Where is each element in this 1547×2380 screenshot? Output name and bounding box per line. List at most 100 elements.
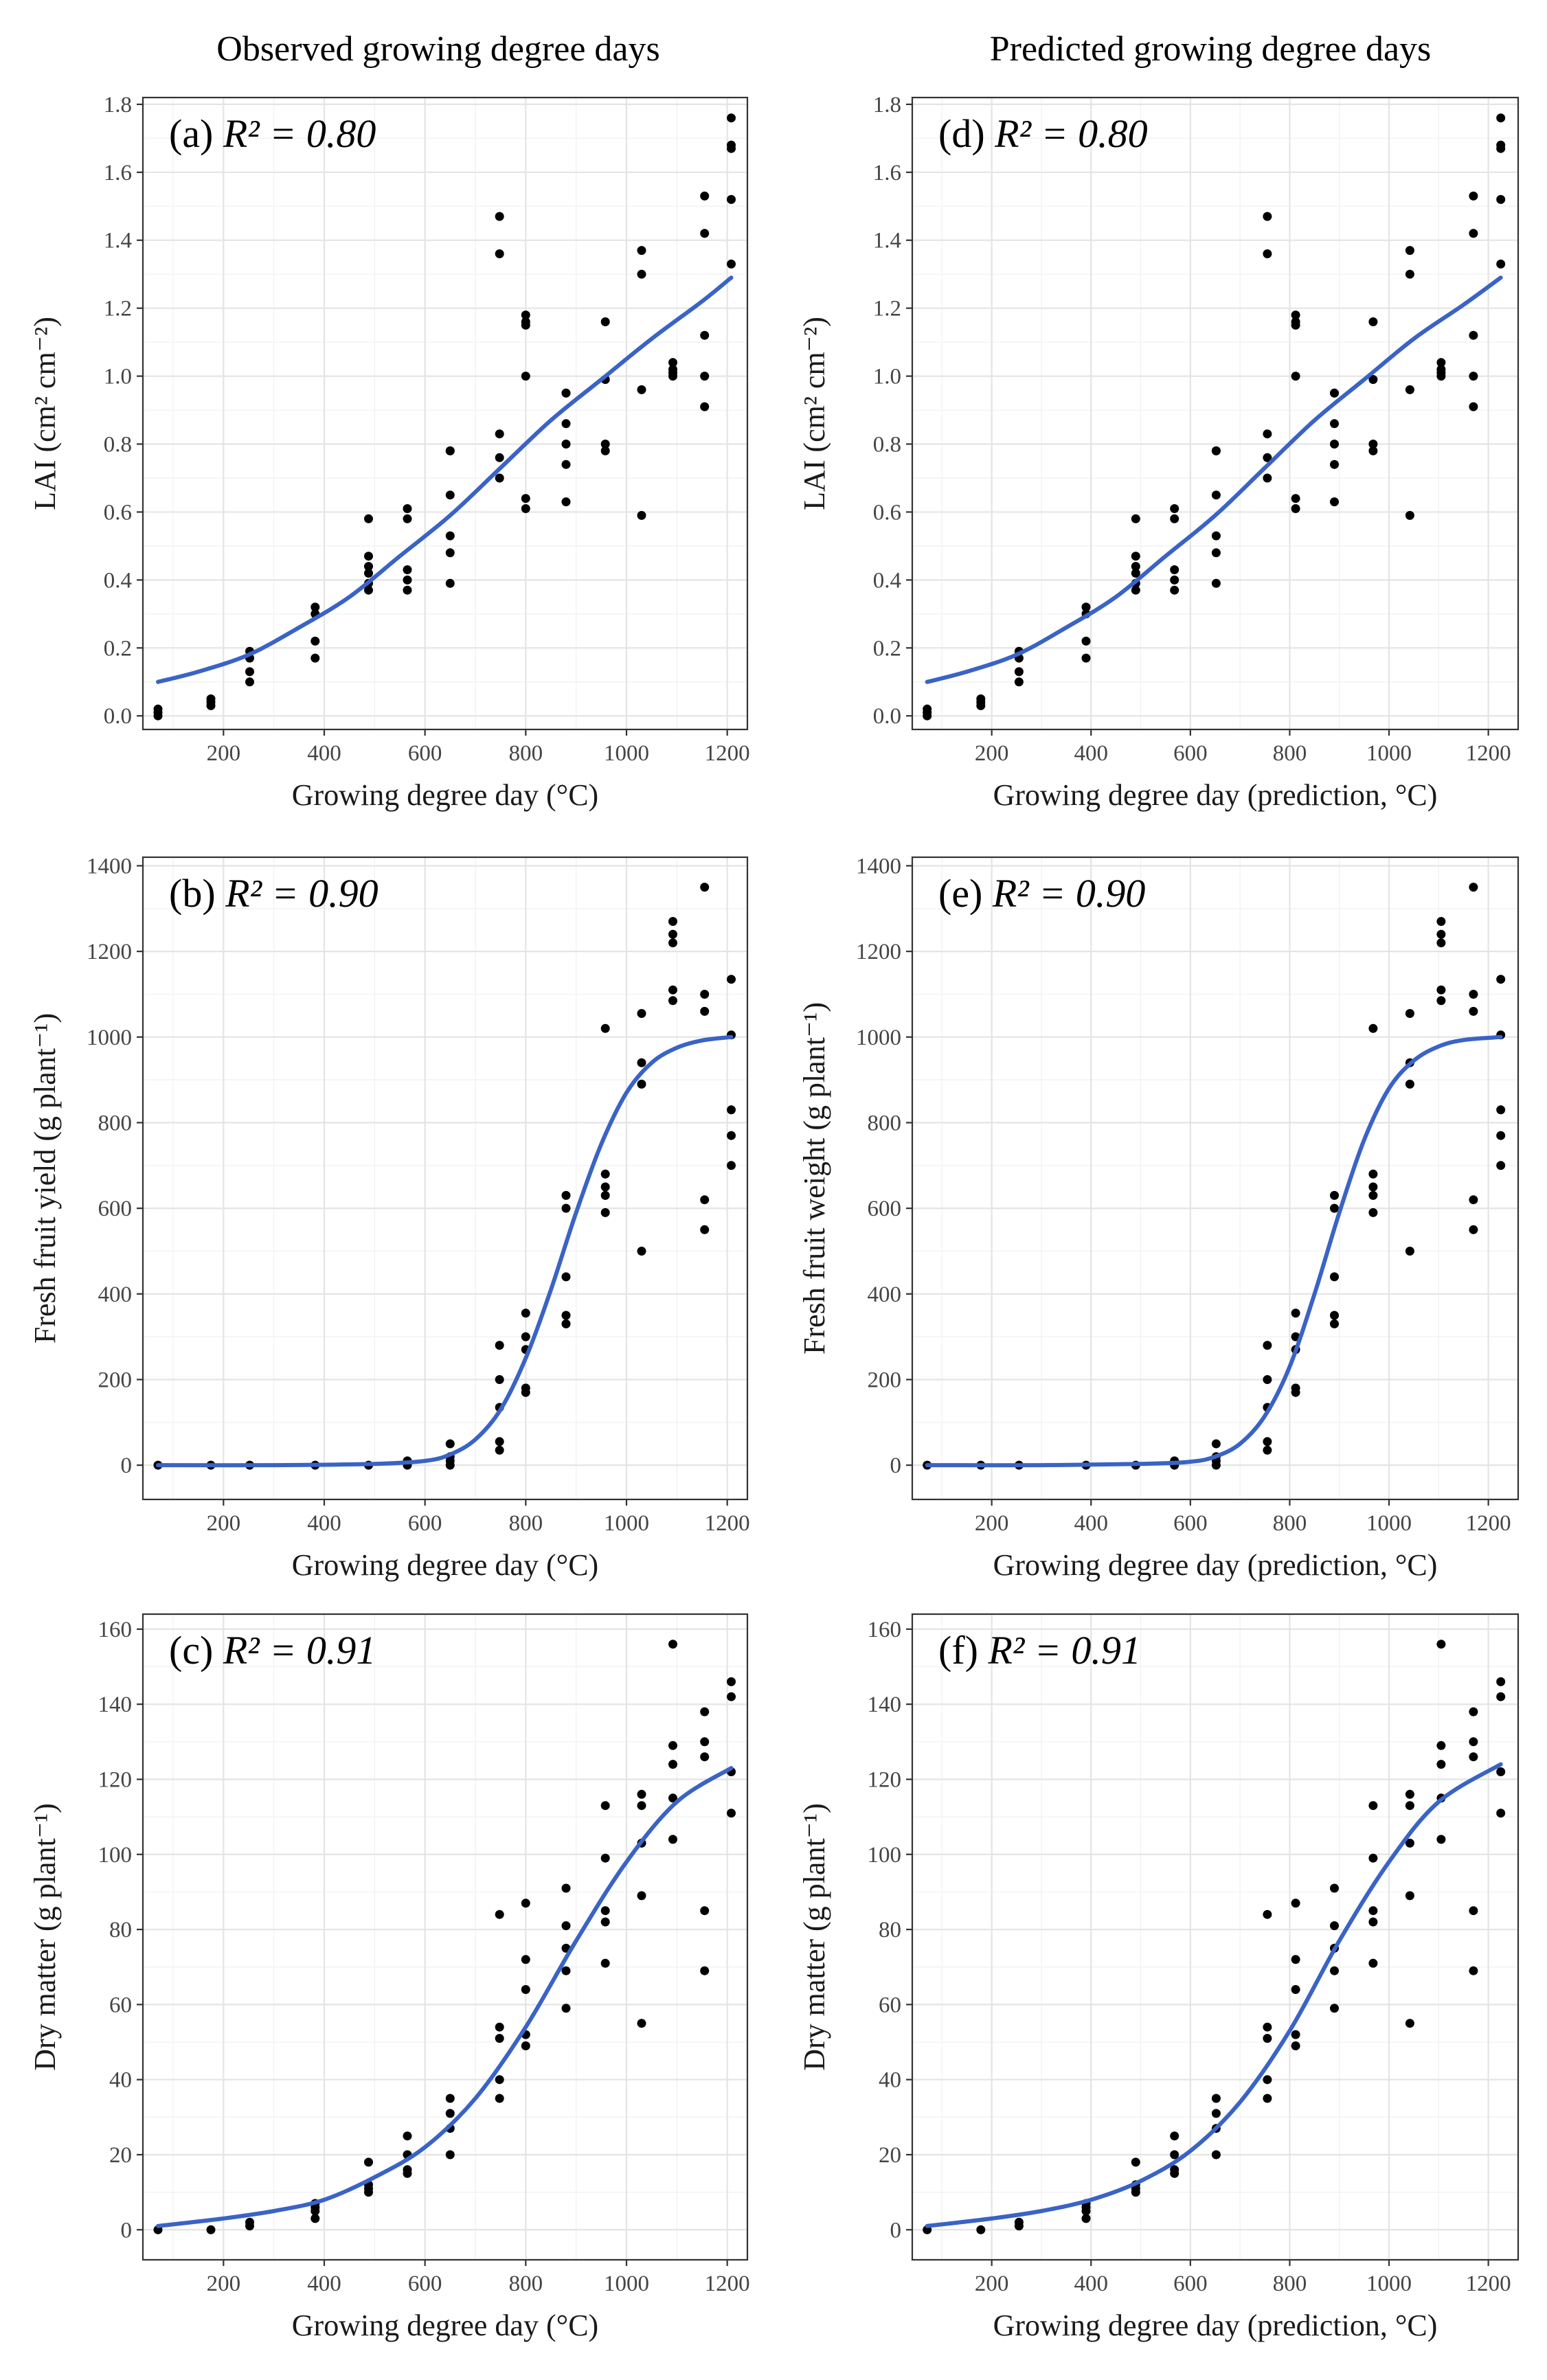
data-point <box>1368 1169 1378 1179</box>
y-tick-label: 200 <box>98 1368 133 1392</box>
data-point <box>1436 1835 1446 1844</box>
x-tick-label: 600 <box>1173 741 1208 766</box>
y-tick-label: 60 <box>879 1993 901 2017</box>
data-point <box>637 385 646 394</box>
x-tick-label: 1000 <box>604 741 649 766</box>
data-point <box>1170 2150 1179 2160</box>
data-point <box>1263 473 1272 483</box>
data-point <box>1368 375 1378 384</box>
data-point <box>1263 1445 1272 1455</box>
data-point <box>1368 1208 1378 1217</box>
x-tick-label: 400 <box>1074 2271 1109 2296</box>
data-point <box>1131 552 1140 561</box>
data-point <box>561 497 571 507</box>
data-point <box>1211 578 1221 588</box>
data-point <box>600 446 610 455</box>
data-point <box>600 440 610 449</box>
data-point <box>1081 653 1091 663</box>
y-tick-label: 40 <box>109 2068 132 2093</box>
panel-d: 200 400 600 800 1000 1200 0.0 0.2 0.4 0.6 0.8 1.0 1.… <box>798 93 1520 812</box>
data-point <box>1014 2217 1024 2227</box>
plot-background <box>143 1614 747 2260</box>
data-point <box>364 569 373 578</box>
data-point <box>561 460 571 469</box>
data-point <box>1330 460 1339 469</box>
data-point <box>1263 2075 1272 2085</box>
data-point <box>1368 1190 1378 1200</box>
data-point <box>245 667 254 677</box>
panel-letter: (e) <box>938 871 993 916</box>
data-point <box>1496 1767 1506 1776</box>
data-point <box>600 1190 610 1200</box>
y-tick-label: 0 <box>121 2218 133 2243</box>
data-point <box>1211 2094 1221 2103</box>
data-point <box>153 704 163 714</box>
data-point <box>403 2165 412 2175</box>
panel-c: 200 400 600 800 1000 1200 0 20 40 60 80 100 120 140 16… <box>28 1613 750 2342</box>
data-point <box>1131 2157 1140 2167</box>
data-point <box>1330 1966 1339 1975</box>
data-point <box>1291 310 1300 320</box>
data-point <box>1496 975 1506 984</box>
data-point <box>1291 504 1300 513</box>
data-point <box>495 2022 504 2032</box>
data-point <box>668 1741 677 1750</box>
data-point <box>1291 372 1300 381</box>
data-point <box>1291 1899 1300 1908</box>
data-point <box>1405 2019 1414 2028</box>
x-tick-label: 200 <box>975 1511 1009 1536</box>
data-point <box>245 2217 254 2227</box>
data-point <box>600 1801 610 1811</box>
data-point <box>700 1737 710 1747</box>
data-point <box>445 446 455 455</box>
data-point <box>700 330 710 340</box>
data-point <box>1131 562 1140 571</box>
data-point <box>403 514 412 523</box>
data-point <box>1263 453 1272 462</box>
y-axis-title: Fresh fruit yield (g plant⁻¹) <box>28 1013 62 1344</box>
data-point <box>668 358 677 367</box>
data-point <box>1263 429 1272 439</box>
y-tick-label: 0 <box>890 2218 902 2243</box>
x-tick-label: 200 <box>207 741 241 766</box>
y-tick-label: 1.0 <box>104 365 132 389</box>
y-tick-label: 140 <box>98 1692 133 1717</box>
data-point <box>1170 514 1179 523</box>
panel-letter: (a) <box>169 111 223 156</box>
data-point <box>445 2094 455 2103</box>
data-point <box>1330 1203 1339 1213</box>
y-tick-label: 1.0 <box>873 365 901 389</box>
data-point <box>310 653 320 663</box>
x-tick-label: 800 <box>509 741 543 766</box>
fitted-curve <box>156 1766 734 2228</box>
data-point <box>727 194 736 204</box>
data-point <box>637 269 646 279</box>
x-tick-label: 1000 <box>1366 2271 1412 2296</box>
x-tick-label: 400 <box>1074 1511 1109 1536</box>
panel-label: (c) R² = 0.91 <box>169 1628 376 1673</box>
data-point <box>1405 1838 1414 1848</box>
data-point <box>727 975 736 984</box>
data-point <box>637 1079 646 1089</box>
column-title-observed: Observed growing degree days <box>216 30 659 69</box>
data-point <box>364 514 373 523</box>
data-point <box>700 402 710 411</box>
x-tick-label: 800 <box>509 2271 543 2296</box>
data-point <box>521 372 530 381</box>
data-point <box>668 985 677 995</box>
y-axis-title: Dry matter (g plant⁻¹) <box>28 1803 62 2071</box>
data-point <box>1405 1891 1414 1901</box>
data-point <box>1263 249 1272 258</box>
data-point <box>1170 575 1179 585</box>
data-point <box>600 1208 610 1217</box>
panel-b: 200 400 600 800 1000 1200 0 200 400 600 800 1000 120… <box>28 854 750 1582</box>
data-point <box>561 1883 571 1893</box>
data-point <box>637 1247 646 1256</box>
data-point <box>1170 585 1179 595</box>
fitted-curve <box>925 1034 1503 1468</box>
panel-label: (d) R² = 0.80 <box>938 111 1148 156</box>
data-point <box>1405 1801 1414 1811</box>
data-point <box>1330 1921 1339 1931</box>
data-point <box>668 938 677 948</box>
fitted-curve <box>156 275 734 684</box>
